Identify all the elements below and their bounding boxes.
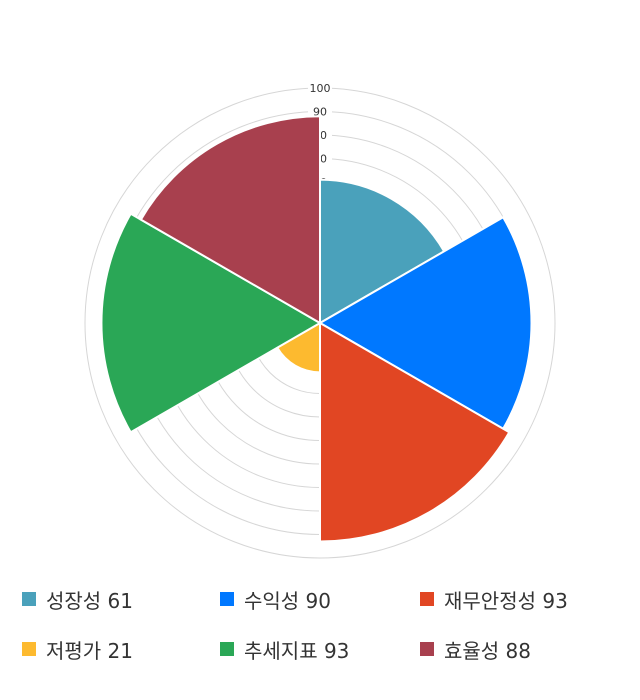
segment-추세지표 [100,212,323,434]
legend-label: 재무안정성 93 [444,588,568,613]
tick-label-bg [308,82,332,94]
legend-item[interactable]: 추세지표 93 [220,634,349,664]
legend-label: 성장성 61 [46,588,134,613]
legend-label: 추세지표 93 [244,638,350,663]
legend-swatch [220,592,234,606]
legend-swatch [420,642,434,656]
legend-swatch [420,592,434,606]
legend-swatch [220,642,234,656]
legend-label: 수익성 90 [244,588,332,613]
legend-swatch [22,642,36,656]
tick-label: 100 [310,82,331,95]
legend-swatch [22,592,36,606]
legend-item[interactable]: 저평가 21 [22,634,133,664]
legend-item[interactable]: 재무안정성 93 [420,584,568,614]
legend-label: 효율성 88 [444,638,532,663]
tick-label-bg [308,105,332,118]
legend-label: 저평가 21 [46,638,134,663]
polar-area-chart: 102030405060708090100 [84,82,556,559]
segment-재무안정성 [319,321,511,543]
segment-성장성 [319,178,446,325]
legend-item[interactable]: 성장성 61 [22,584,133,614]
segment-수익성 [318,215,533,431]
legend-item[interactable]: 수익성 90 [220,584,331,614]
segment-효율성 [139,115,321,325]
legend-item[interactable]: 효율성 88 [420,634,531,664]
